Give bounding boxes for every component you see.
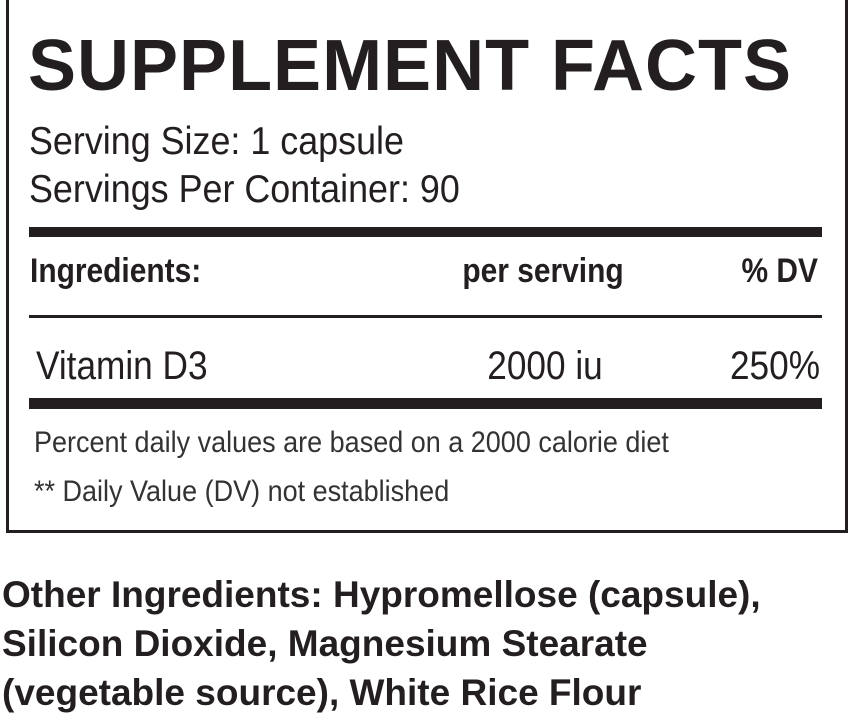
serving-size: Serving Size: 1 capsule — [29, 120, 404, 163]
servings-per-container: Servings Per Container: 90 — [29, 168, 460, 211]
panel-title: SUPPLEMENT FACTS — [28, 26, 793, 106]
other-ingredients-line: Silicon Dioxide, Magnesium Stearate — [2, 623, 648, 664]
footnote: ** Daily Value (DV) not established — [34, 475, 450, 508]
column-header-ingredients: Ingredients: — [30, 252, 202, 290]
ingredient-amount: 2000 iu — [487, 344, 603, 388]
column-header-per-serving: per serving — [462, 252, 624, 290]
column-header-dv: % DV — [741, 252, 818, 290]
ingredient-dv: 250% — [729, 344, 820, 388]
thin-divider — [29, 315, 822, 318]
other-ingredients-line: (vegetable source), White Rice Flour — [2, 672, 642, 713]
thick-divider — [29, 227, 822, 237]
thick-divider — [29, 398, 822, 409]
ingredient-name: Vitamin D3 — [36, 344, 208, 388]
supplement-facts-panel — [6, 0, 848, 533]
footnote: Percent daily values are based on a 2000… — [34, 426, 669, 459]
other-ingredients-line: Other Ingredients: Hypromellose (capsule… — [2, 574, 761, 615]
